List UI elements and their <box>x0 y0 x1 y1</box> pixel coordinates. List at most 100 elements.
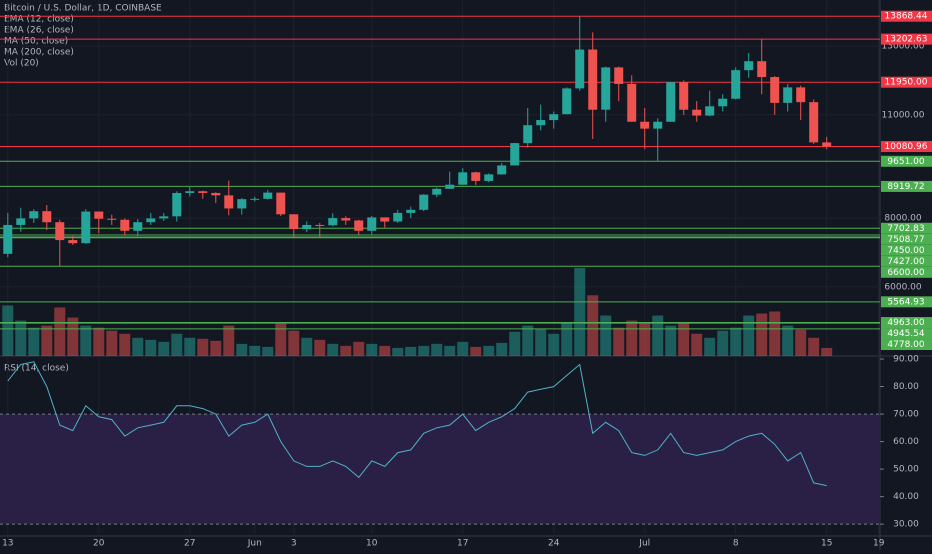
volume-bar <box>249 345 261 356</box>
volume-bar <box>119 333 131 356</box>
level-label-bg <box>881 180 932 192</box>
volume-bar <box>704 337 716 356</box>
level-label: 7702.83 <box>887 224 924 234</box>
candle-body <box>55 222 65 241</box>
candle-body <box>224 195 234 209</box>
x-tick-label: 24 <box>548 539 560 549</box>
level-label-bg <box>881 339 932 351</box>
candle-body <box>640 121 650 129</box>
level-label-bg <box>881 76 932 88</box>
level-label-bg <box>881 155 932 167</box>
volume-bar <box>236 343 248 356</box>
volume-bar <box>678 322 690 356</box>
x-tick-label: 20 <box>93 539 105 549</box>
candle-body <box>484 174 494 181</box>
y-tick-label: 13000.00 <box>882 42 925 52</box>
symbol-title: Bitcoin / U.S. Dollar, 1D, COINBASE <box>4 4 162 14</box>
candle-body <box>42 211 52 223</box>
volume-bar <box>717 330 729 356</box>
candle-body <box>146 218 156 223</box>
level-label: 4945.54 <box>887 329 924 339</box>
volume-bar <box>379 345 391 356</box>
candle-body <box>107 218 117 220</box>
volume-bar <box>821 347 833 356</box>
volume-bar <box>782 325 794 356</box>
volume-bar <box>548 333 560 356</box>
candle-body <box>679 82 689 110</box>
candle-body <box>3 224 13 254</box>
volume-bar <box>808 337 820 356</box>
candle-body <box>211 192 221 196</box>
level-label-bg <box>881 140 932 152</box>
volume-bar <box>613 327 625 356</box>
volume-bar <box>795 329 807 356</box>
x-tick-label: Jun <box>247 539 262 549</box>
level-label: 13868.44 <box>885 12 928 22</box>
candle-body <box>744 61 754 71</box>
x-tick-label: 3 <box>291 539 297 549</box>
volume-bar <box>769 311 781 356</box>
volume-bar <box>392 347 404 356</box>
volume-bar <box>743 315 755 356</box>
candle-body <box>757 61 767 78</box>
volume-bar <box>275 323 287 356</box>
candle-body <box>237 199 247 209</box>
volume-bar <box>756 313 768 356</box>
candle-body <box>458 172 468 185</box>
volume-bar <box>639 323 651 356</box>
volume-bar <box>93 327 105 356</box>
candle-body <box>198 191 208 193</box>
candle-body <box>666 82 676 122</box>
candle-body <box>588 49 598 110</box>
volume-bar <box>509 331 521 356</box>
candle-body <box>549 114 559 121</box>
volume-bar <box>15 320 27 356</box>
volume-bar <box>106 330 118 356</box>
candle-body <box>380 217 390 222</box>
level-label: 10080.96 <box>885 142 928 152</box>
candle-body <box>471 172 481 181</box>
candle-body <box>510 143 520 166</box>
candle-body <box>601 67 611 110</box>
candle-body <box>367 217 377 231</box>
candle-body <box>445 184 455 189</box>
volume-bar <box>444 345 456 356</box>
level-label-bg <box>881 317 932 329</box>
volume-bar <box>522 325 534 356</box>
level-label: 9651.00 <box>887 157 924 167</box>
candle-body <box>523 125 533 144</box>
y-tick-label: 8000.00 <box>884 214 921 224</box>
level-label-bg <box>881 244 932 256</box>
rsi-tick-label: 70.00 <box>893 410 919 420</box>
level-label-bg <box>881 266 932 278</box>
rsi-title: RSI (14, close) <box>4 364 69 374</box>
candle-body <box>432 188 442 195</box>
candle-body <box>263 192 273 199</box>
y-tick-label: 6000.00 <box>884 282 921 292</box>
volume-bar <box>600 315 612 356</box>
level-label: 7508.77 <box>887 235 924 245</box>
volume-bar <box>587 295 599 356</box>
indicator-label: Vol (20) <box>4 59 39 69</box>
candle-body <box>276 192 286 215</box>
volume-bar <box>431 343 443 356</box>
candle-body <box>120 219 130 231</box>
volume-bar <box>327 343 339 356</box>
candle-body <box>250 198 260 200</box>
candle-body <box>29 211 39 219</box>
volume-bar <box>158 341 170 356</box>
candle-body <box>81 211 91 244</box>
candle-body <box>497 165 507 175</box>
candle-body <box>315 224 325 226</box>
level-label-bg <box>881 255 932 267</box>
rsi-line <box>7 361 827 487</box>
volume-bar <box>314 339 326 356</box>
volume-bar <box>405 346 417 356</box>
candle-body <box>68 240 78 244</box>
volume-bar <box>561 322 573 356</box>
level-label: 11950.00 <box>885 78 928 88</box>
volume-bar <box>730 327 742 356</box>
y-tick-label: 11000.00 <box>882 110 925 120</box>
